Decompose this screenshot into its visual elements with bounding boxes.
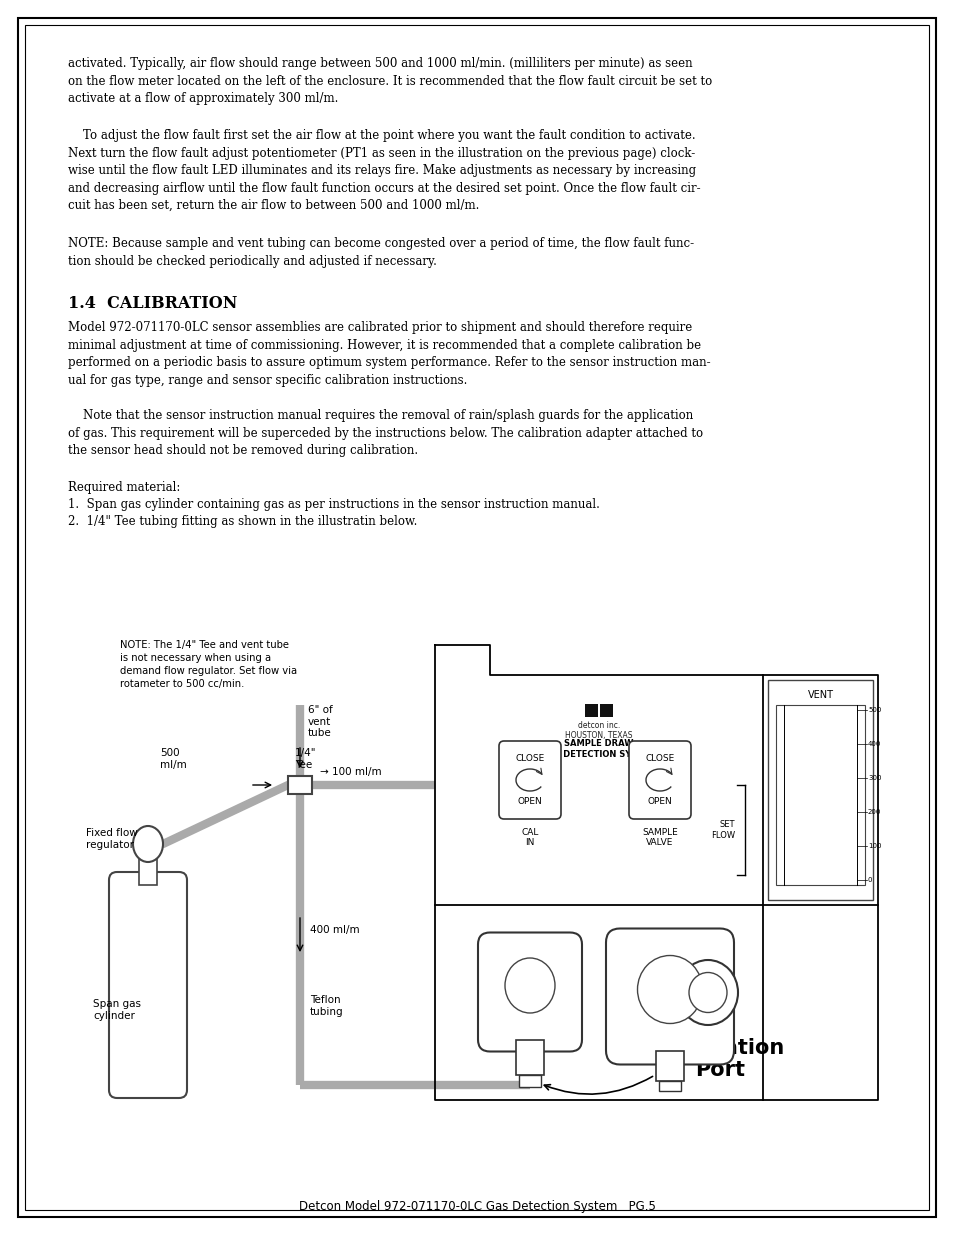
Text: NOTE: Because sample and vent tubing can become congested over a period of time,: NOTE: Because sample and vent tubing can… [68,237,694,268]
Text: Calibration
Port: Calibration Port [655,1037,783,1079]
Bar [584,704,598,716]
Bar [656,1051,683,1081]
Bar [775,705,864,885]
Text: → 100 ml/m: → 100 ml/m [319,767,381,777]
Bar [516,1040,543,1074]
Text: 500: 500 [867,706,881,713]
Text: 1.  Span gas cylinder containing gas as per instructions in the sensor instructi: 1. Span gas cylinder containing gas as p… [68,498,599,511]
Bar [767,680,872,900]
Bar [518,1074,540,1087]
Text: CAL
IN: CAL IN [520,827,538,847]
FancyBboxPatch shape [605,929,733,1065]
Text: 400: 400 [867,741,881,747]
Text: 400 ml/m: 400 ml/m [310,925,359,935]
Text: 2.  1/4" Tee tubing fitting as shown in the illustratin below.: 2. 1/4" Tee tubing fitting as shown in t… [68,515,417,529]
Text: detcon inc.
HOUSTON, TEXAS: detcon inc. HOUSTON, TEXAS [565,720,632,740]
FancyBboxPatch shape [109,872,187,1098]
Text: SAMPLE DRAW
GAS DETECTION SYSTEM: SAMPLE DRAW GAS DETECTION SYSTEM [540,739,657,758]
Text: SET
FLOW: SET FLOW [710,820,734,840]
Ellipse shape [688,972,726,1013]
Text: 1/4"
Tee: 1/4" Tee [294,748,316,769]
Text: CLOSE: CLOSE [644,753,674,762]
Text: 0: 0 [867,877,872,883]
Text: OPEN: OPEN [517,798,542,806]
Ellipse shape [637,956,701,1024]
Text: Required material:: Required material: [68,480,180,494]
Bar [599,704,613,716]
FancyBboxPatch shape [628,741,690,819]
Ellipse shape [132,826,163,862]
Text: 200: 200 [867,809,881,815]
Text: 6" of
vent
tube: 6" of vent tube [308,705,333,739]
Text: Detcon Model 972-071170-0LC Gas Detection System   PG.5: Detcon Model 972-071170-0LC Gas Detectio… [298,1200,655,1213]
Bar [139,857,157,885]
Bar [288,776,312,794]
Text: 100: 100 [867,844,881,848]
Text: Model 972-071170-0LC sensor assemblies are calibrated prior to shipment and shou: Model 972-071170-0LC sensor assemblies a… [68,321,710,387]
Ellipse shape [504,958,555,1013]
Text: CLOSE: CLOSE [515,753,544,762]
Text: VENT: VENT [806,690,833,700]
Text: 500
ml/m: 500 ml/m [160,748,187,769]
FancyBboxPatch shape [498,741,560,819]
Text: 300: 300 [867,776,881,781]
Text: 1.4  CALIBRATION: 1.4 CALIBRATION [68,295,237,312]
Text: activated. Typically, air flow should range between 500 and 1000 ml/min. (millil: activated. Typically, air flow should ra… [68,57,712,105]
Text: Fixed flow
regulator: Fixed flow regulator [86,827,137,850]
Text: SAMPLE
VALVE: SAMPLE VALVE [641,827,678,847]
Text: OPEN: OPEN [647,798,672,806]
FancyBboxPatch shape [477,932,581,1051]
Bar [659,1081,680,1091]
Text: Teflon
tubing: Teflon tubing [310,995,343,1018]
Text: NOTE: The 1/4" Tee and vent tube
is not necessary when using a
demand flow regul: NOTE: The 1/4" Tee and vent tube is not … [120,640,296,689]
Text: Note that the sensor instruction manual requires the removal of rain/splash guar: Note that the sensor instruction manual … [68,409,702,457]
Text: Span gas
cylinder: Span gas cylinder [92,999,141,1021]
Ellipse shape [678,960,738,1025]
Text: To adjust the flow fault first set the air flow at the point where you want the : To adjust the flow fault first set the a… [68,128,700,212]
